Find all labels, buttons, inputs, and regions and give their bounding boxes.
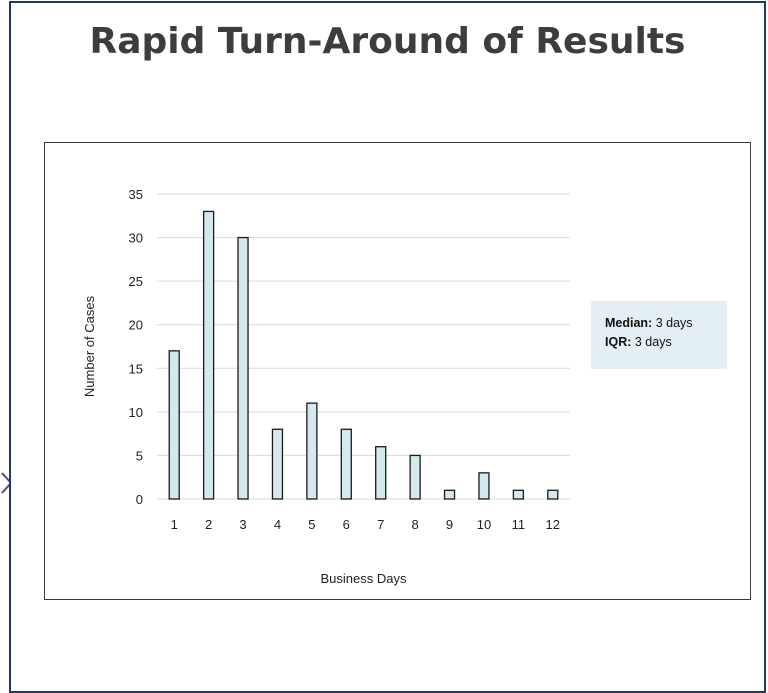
x-tick-label: 9: [446, 517, 453, 532]
bar: [443, 489, 456, 500]
y-tick-label: 30: [129, 231, 143, 246]
x-tick-label: 10: [477, 517, 491, 532]
stats-box: Median: 3 days IQR: 3 days: [591, 301, 727, 369]
bar: [202, 210, 215, 500]
x-tick-label: 12: [546, 517, 560, 532]
bar: [478, 472, 490, 500]
x-tick-label: 1: [171, 517, 178, 532]
slide-title: Rapid Turn-Around of Results: [89, 21, 686, 62]
y-tick-label: 35: [129, 187, 143, 202]
y-tick-label: 5: [136, 448, 143, 463]
y-tick-label: 25: [129, 274, 143, 289]
median-value: 3 days: [652, 316, 693, 330]
bar: [271, 428, 284, 500]
bar: [237, 236, 249, 500]
x-tick-label: 11: [512, 517, 526, 532]
median-line: Median: 3 days: [605, 314, 727, 333]
bar: [306, 402, 318, 500]
bar: [340, 428, 352, 500]
bar: [547, 489, 559, 500]
y-axis-title: Number of Cases: [82, 295, 97, 397]
bar: [168, 350, 180, 500]
x-tick-label: 4: [274, 517, 281, 532]
chart-frame: 0 5 10 15 20 25 30 35 1 2 3 4 5 6 7 8 9 10 11 12 Business Da…: [44, 142, 751, 600]
iqr-label: IQR:: [605, 335, 632, 349]
bar: [375, 446, 387, 500]
x-tick-label: 5: [308, 517, 315, 532]
bar: [512, 489, 525, 500]
iqr-value: 3 days: [631, 335, 672, 349]
x-tick-label: 2: [205, 517, 212, 532]
y-tick-label: 10: [129, 405, 143, 420]
x-tick-label: 7: [377, 517, 384, 532]
y-tick-label: 0: [136, 492, 143, 507]
iqr-line: IQR: 3 days: [605, 333, 727, 352]
x-tick-label: 6: [343, 517, 350, 532]
x-tick-label: 8: [412, 517, 419, 532]
bar: [409, 454, 421, 500]
y-tick-label: 15: [129, 361, 143, 376]
median-label: Median:: [605, 316, 653, 330]
y-tick-label: 20: [129, 318, 143, 333]
x-tick-label: 3: [239, 517, 246, 532]
x-axis-title: Business Days: [321, 571, 407, 586]
